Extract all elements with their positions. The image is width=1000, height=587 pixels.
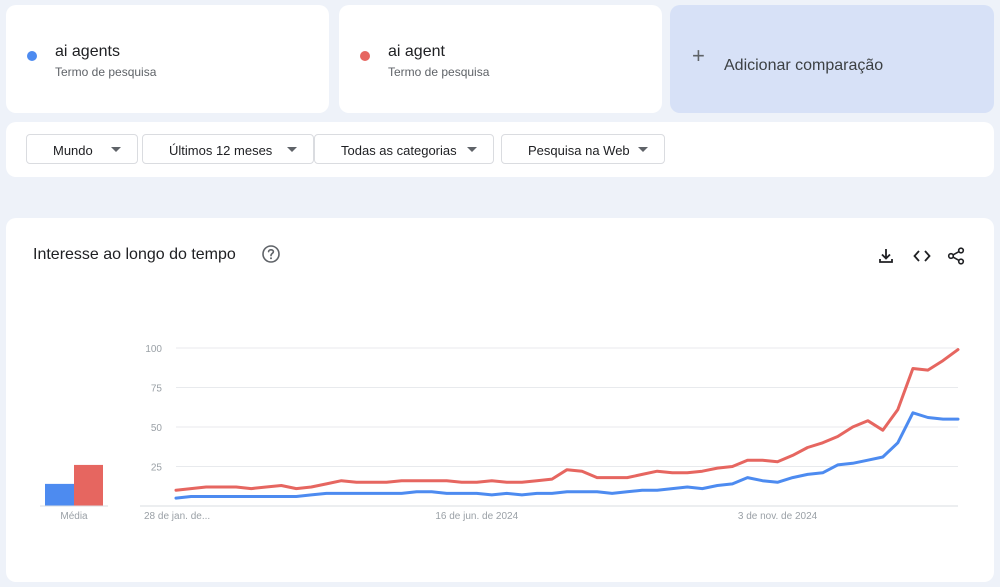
chart-gridlines: 25 50 75 100 [140, 344, 958, 507]
series-line[interactable] [174, 348, 960, 492]
term-subtitle: Termo de pesquisa [55, 65, 157, 79]
caret-down-icon [467, 147, 477, 152]
line-chart: 28 de jan. de... 16 de jun. de 2024 3 de n… [144, 348, 960, 522]
term-card-ai-agents[interactable]: ai agents Termo de pesquisa [6, 5, 329, 113]
term-name[interactable]: ai agents [55, 43, 120, 60]
region-dropdown[interactable]: Mundo [26, 134, 138, 164]
caret-down-icon [111, 147, 121, 152]
search-type-dropdown[interactable]: Pesquisa na Web [501, 134, 665, 164]
add-comparison-label: Adicionar comparação [724, 57, 884, 74]
embed-icon[interactable] [912, 246, 932, 266]
search-type-dropdown-label: Pesquisa na Web [528, 143, 630, 158]
download-icon[interactable] [876, 246, 896, 266]
category-dropdown[interactable]: Todas as categorias [314, 134, 494, 164]
x-tick-label: 28 de jan. de... [144, 511, 210, 522]
term-subtitle: Termo de pesquisa [388, 65, 490, 79]
category-dropdown-label: Todas as categorias [341, 143, 457, 158]
average-bar [74, 464, 103, 506]
plus-icon: + [692, 43, 705, 68]
help-icon[interactable] [261, 244, 281, 264]
series-color-dot [27, 51, 37, 61]
x-tick-label: 16 de jun. de 2024 [435, 511, 518, 522]
average-bar-chart: Média [40, 464, 108, 522]
term-card-ai-agent[interactable]: ai agent Termo de pesquisa [339, 5, 662, 113]
caret-down-icon [638, 147, 648, 152]
x-tick-label: 3 de nov. de 2024 [738, 511, 818, 522]
term-name[interactable]: ai agent [388, 43, 445, 60]
average-category-label: Média [60, 511, 88, 522]
filter-bar: Mundo Últimos 12 meses Todas as categori… [6, 122, 994, 177]
chart-area: Média 25 50 75 100 28 de jan. de... 16 de ju… [40, 344, 960, 522]
y-tick-label: 100 [145, 344, 162, 355]
average-bar [45, 483, 74, 506]
chart-title: Interesse ao longo do tempo [33, 246, 236, 263]
y-tick-label: 25 [151, 463, 163, 474]
series-line[interactable] [174, 411, 960, 500]
time-range-dropdown[interactable]: Últimos 12 meses [142, 134, 314, 164]
caret-down-icon [287, 147, 297, 152]
y-tick-label: 75 [151, 384, 163, 395]
time-range-dropdown-label: Últimos 12 meses [169, 143, 273, 158]
add-comparison-button[interactable]: + Adicionar comparação [670, 5, 994, 113]
y-tick-label: 50 [151, 423, 163, 434]
region-dropdown-label: Mundo [53, 143, 93, 158]
interest-over-time-card: Interesse ao longo do tempo Média 25 50 75… [6, 218, 994, 582]
share-icon[interactable] [946, 246, 966, 266]
series-color-dot [360, 51, 370, 61]
